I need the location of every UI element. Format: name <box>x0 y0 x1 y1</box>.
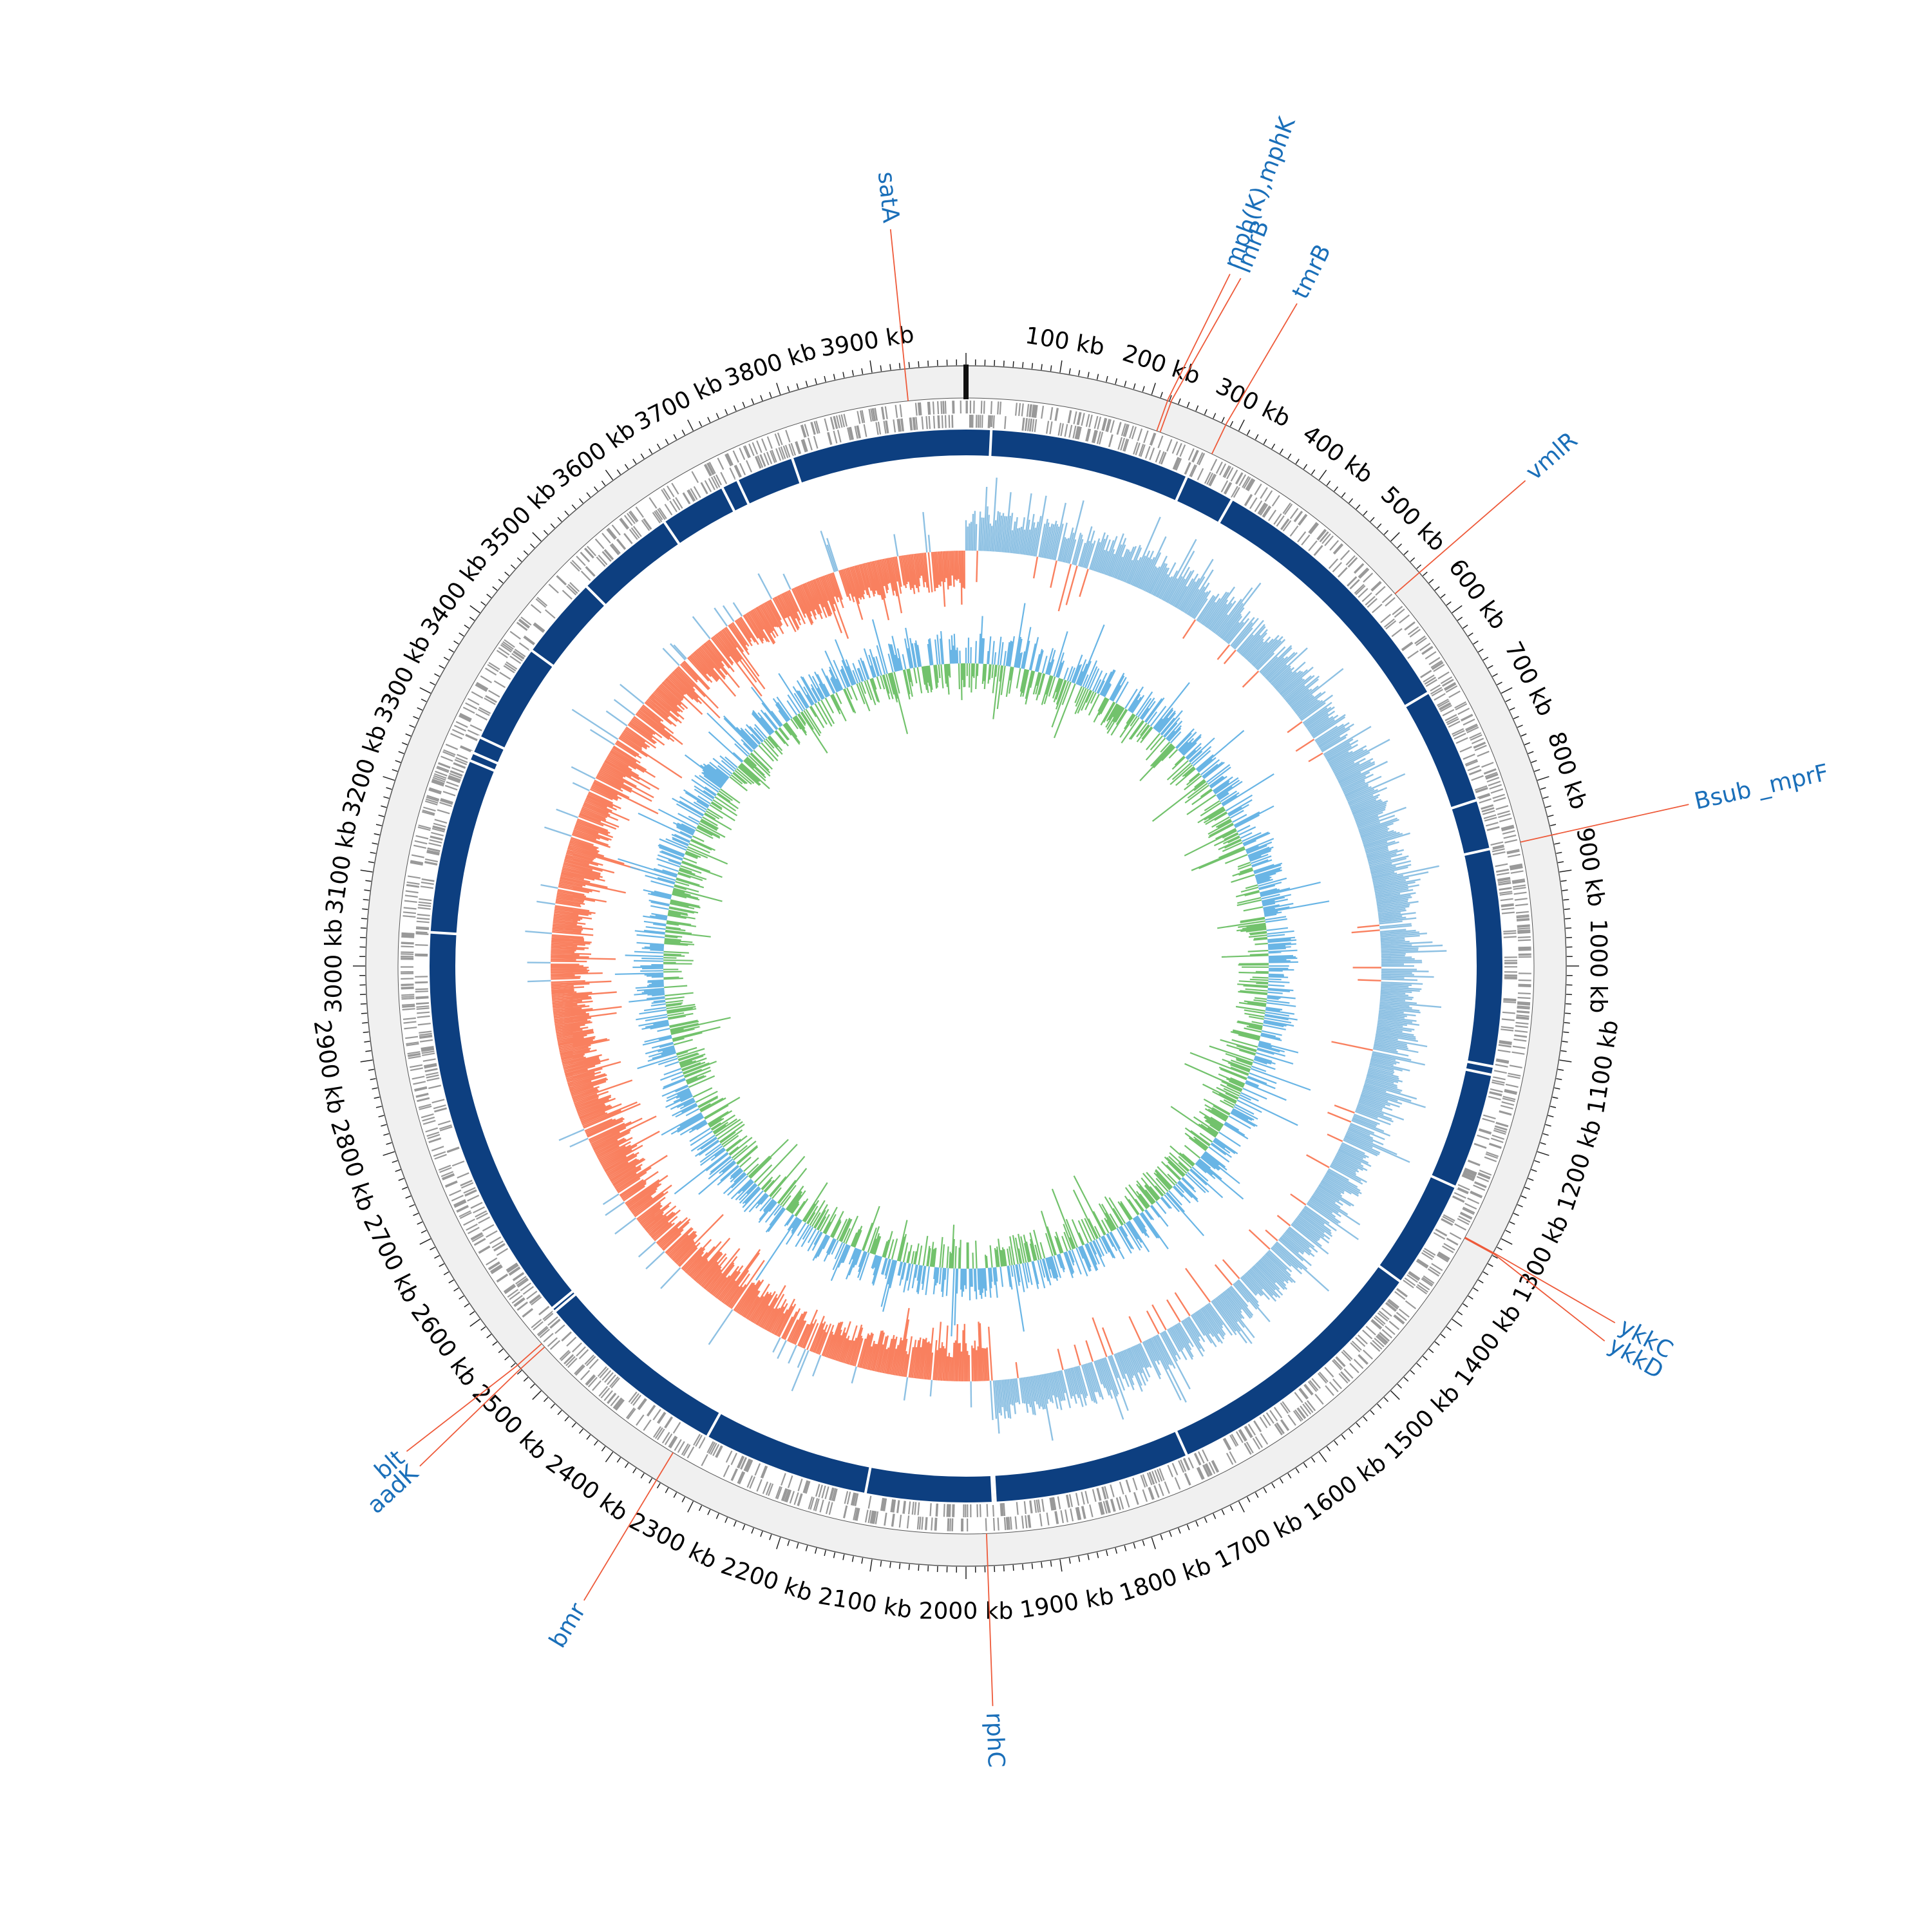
tick-label: 2300 kb <box>625 1508 721 1574</box>
backbone-gap <box>1463 1067 1495 1077</box>
gene-label: tmrB <box>1287 240 1336 303</box>
tick-label: 2700 kb <box>358 1211 424 1307</box>
feature-marks <box>400 400 1531 1532</box>
gene-label: satA <box>873 171 904 225</box>
gene-callout-line <box>406 1343 542 1452</box>
tick-label: 1400 kb <box>1450 1300 1526 1392</box>
backbone-gap <box>427 931 460 936</box>
gene-callout-line <box>1159 278 1242 433</box>
tick-label: 1900 kb <box>1018 1583 1115 1624</box>
backbone-gap <box>790 455 803 487</box>
gc-content-high <box>614 603 1330 1337</box>
backbone-gap <box>1173 473 1189 504</box>
backbone-gap <box>719 484 737 515</box>
gene-callout-line <box>1464 1237 1605 1342</box>
gene-callout-line <box>1464 1236 1616 1323</box>
tick-label: 800 kb <box>1542 729 1592 813</box>
backbone-gap <box>1402 690 1432 709</box>
backbone-gap <box>1173 1428 1189 1459</box>
gene-callout-line <box>419 1346 545 1467</box>
tick-label: 2100 kb <box>817 1583 914 1624</box>
backbone-gap <box>661 518 682 547</box>
feature-track <box>400 400 1531 1532</box>
outer-ring <box>365 365 1567 1567</box>
backbone-track <box>427 426 1502 1506</box>
tick-label: 3800 kb <box>722 337 820 392</box>
tick-label: 200 kb <box>1119 340 1203 390</box>
backbone-gap <box>549 1288 576 1311</box>
tick-label: 2000 kb <box>919 1598 1014 1625</box>
gc-content-low <box>663 663 1269 1269</box>
gene-label: bmr <box>544 1598 591 1653</box>
backbone-gap <box>705 1410 723 1440</box>
backbone-gap <box>552 1291 579 1314</box>
backbone-gap <box>735 477 752 507</box>
gene-callout-line <box>1156 274 1231 431</box>
gene-label: rphC <box>981 1712 1009 1768</box>
backbone-gap <box>864 1464 873 1497</box>
tick-label: 2200 kb <box>717 1553 815 1607</box>
tick-label: 3900 kb <box>819 321 916 362</box>
tick-label: 1700 kb <box>1211 1508 1307 1574</box>
backbone-gap <box>992 1472 998 1505</box>
gene-callout-line <box>1211 303 1298 455</box>
backbone-gap <box>528 647 556 669</box>
gene-label: Bsub _mprF <box>1692 759 1831 815</box>
backbone-gap <box>1216 497 1235 526</box>
tick-label: 1300 kb <box>1508 1211 1574 1307</box>
backbone-gap <box>990 1472 995 1506</box>
gene-callout-line <box>889 229 909 401</box>
tick-mark-set <box>353 353 1579 1579</box>
tick-label: 1100 kb <box>1583 1018 1624 1115</box>
backbone-ring <box>430 430 1502 1502</box>
backbone-gap <box>1428 1173 1459 1189</box>
gene-callout-line <box>1394 480 1526 594</box>
tick-label: 2600 kb <box>406 1300 482 1392</box>
gene-callout-line <box>583 1452 674 1601</box>
tick-label: 3200 kb <box>337 722 392 820</box>
tick-marks <box>353 353 1579 1579</box>
backbone-gap <box>1376 1263 1404 1285</box>
tick-label: 100 kb <box>1023 323 1106 361</box>
tick-label: 2400 kb <box>541 1450 633 1526</box>
tick-label: 3100 kb <box>321 819 362 916</box>
tick-label: 1800 kb <box>1117 1553 1215 1607</box>
gc-skew-positive <box>525 477 1447 1441</box>
tick-label: 2900 kb <box>308 1018 349 1115</box>
tick-label: 3000 kb <box>321 919 347 1014</box>
backbone-gap <box>1448 798 1480 811</box>
gc-skew-negative <box>550 550 1382 1382</box>
gene-callout-line <box>986 1533 994 1707</box>
backbone-gap <box>470 750 501 766</box>
backbone-gap <box>467 758 498 773</box>
gene-label: vmlR <box>1521 427 1583 486</box>
tick-label: 1000 kb <box>1585 919 1611 1014</box>
tick-label: 1200 kb <box>1553 1117 1607 1215</box>
backbone-gap <box>1461 847 1493 857</box>
backbone-gap <box>989 426 993 459</box>
gc-skew-track <box>525 477 1447 1441</box>
tick-label: 900 kb <box>1571 826 1610 909</box>
backbone-gap <box>583 583 609 609</box>
gene-callout-line <box>1520 804 1689 843</box>
backbone-gap <box>1464 1059 1497 1068</box>
backbone-gap <box>477 735 507 752</box>
tick-label: 1600 kb <box>1300 1450 1392 1526</box>
gc-content-track <box>614 603 1330 1337</box>
tick-label: 2800 kb <box>325 1117 379 1215</box>
